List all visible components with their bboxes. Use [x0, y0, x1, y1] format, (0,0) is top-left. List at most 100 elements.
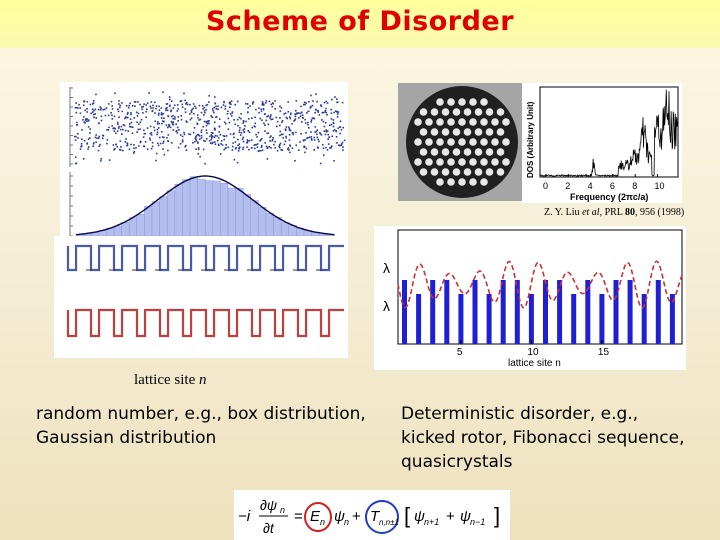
scatter-point [116, 130, 119, 132]
scatter-point [279, 124, 281, 127]
scatter-point [185, 144, 187, 147]
scatter-point [154, 120, 157, 123]
scatter-point [276, 125, 278, 128]
scatter-point [78, 103, 80, 106]
crystal-hole [447, 118, 455, 126]
scatter-point [76, 106, 78, 109]
scatter-point [338, 126, 341, 128]
scatter-point [144, 141, 147, 143]
scatter-point [215, 116, 218, 118]
scatter-point [178, 129, 180, 131]
gaussian-curve [75, 175, 335, 236]
scatter-point [197, 148, 200, 151]
scatter-point [265, 100, 268, 102]
scatter-point [251, 126, 253, 129]
scatter-point [95, 141, 97, 143]
scatter-point [174, 116, 176, 118]
lattice-bar [571, 294, 577, 344]
scatter-point [333, 160, 335, 162]
scatter-point [259, 140, 261, 142]
scatter-point [158, 105, 160, 108]
lattice-bar [486, 294, 492, 344]
eq-E-sub: n [320, 517, 325, 527]
scatter-point [210, 134, 213, 137]
scatter-point [221, 144, 224, 146]
crystal-hole [458, 138, 466, 146]
scatter-point [280, 133, 283, 136]
scatter-point [216, 135, 219, 137]
scatter-point [239, 127, 241, 129]
scatter-point [317, 109, 319, 112]
scatter-point [150, 134, 153, 136]
histogram-bar [113, 225, 122, 237]
scatter-point [317, 138, 319, 141]
dos-xtick-label: 2 [565, 181, 570, 191]
scatter-point [335, 136, 338, 138]
eq-E: E [310, 508, 321, 525]
scatter-point [156, 123, 159, 125]
lattice-bar [599, 294, 605, 344]
scatter-point [216, 139, 219, 142]
scatter-point [155, 107, 157, 110]
scatter-point [336, 101, 339, 103]
dos-curve [539, 89, 679, 178]
scatter-point [198, 135, 201, 137]
scatter-point [75, 135, 77, 138]
scatter-point [325, 146, 327, 149]
scatter-point [271, 118, 274, 120]
scatter-point [162, 148, 164, 150]
scatter-point [133, 151, 136, 153]
scatter-point [260, 108, 262, 111]
citation-rest: , 956 (1998) [635, 207, 685, 218]
scatter-point [145, 108, 148, 110]
scatter-point [230, 100, 233, 102]
scatter-point [274, 147, 276, 149]
scatter-point [170, 110, 172, 113]
scatter-point [140, 118, 143, 121]
scatter-point [217, 137, 220, 139]
scatter-point [108, 126, 110, 129]
eq-psi-term-sub: n [344, 517, 349, 527]
scatter-point [117, 110, 120, 113]
scatter-point [248, 148, 250, 151]
crystal-hole [502, 158, 510, 166]
scatter-point [337, 127, 339, 130]
scatter-point [170, 120, 173, 123]
scatter-point [259, 149, 262, 152]
scatter-point [265, 119, 268, 122]
scatter-point [146, 102, 149, 105]
scatter-point [300, 105, 302, 108]
scatter-point [331, 135, 333, 138]
scatter-point [157, 142, 159, 145]
scatter-point [289, 113, 292, 116]
scatter-point [162, 91, 164, 93]
scatter-point [289, 129, 292, 132]
scatter-point [235, 147, 237, 149]
scatter-point [305, 132, 307, 134]
scatter-point [254, 147, 256, 150]
scatter-point [240, 113, 242, 115]
scatter-point [267, 115, 270, 117]
scatter-point [218, 118, 221, 120]
dos-svg: DOS (Arbitrary Unit) 0 2 4 6 8 10 Frequency (… [526, 86, 679, 202]
scatter-point [230, 103, 232, 106]
scatter-point [92, 145, 94, 147]
crystal-hole [452, 128, 461, 136]
crystal-hole [436, 118, 444, 126]
scatter-point [119, 106, 121, 109]
random-disorder-line2: Gaussian distribution [36, 428, 217, 448]
crystal-hole [452, 108, 461, 116]
scatter-point [122, 128, 124, 131]
scatter-point [340, 143, 343, 145]
scatter-point [157, 121, 159, 123]
scatter-point [215, 105, 217, 108]
scatter-point [97, 149, 100, 152]
scatter-point [242, 129, 245, 131]
scatter-point [212, 109, 214, 112]
scatter-point [176, 126, 179, 129]
scatter-point [181, 103, 184, 106]
scatter-point [192, 131, 195, 134]
lattice-bar [655, 280, 661, 344]
scatter-point [197, 134, 200, 136]
scatter-point [77, 137, 79, 139]
